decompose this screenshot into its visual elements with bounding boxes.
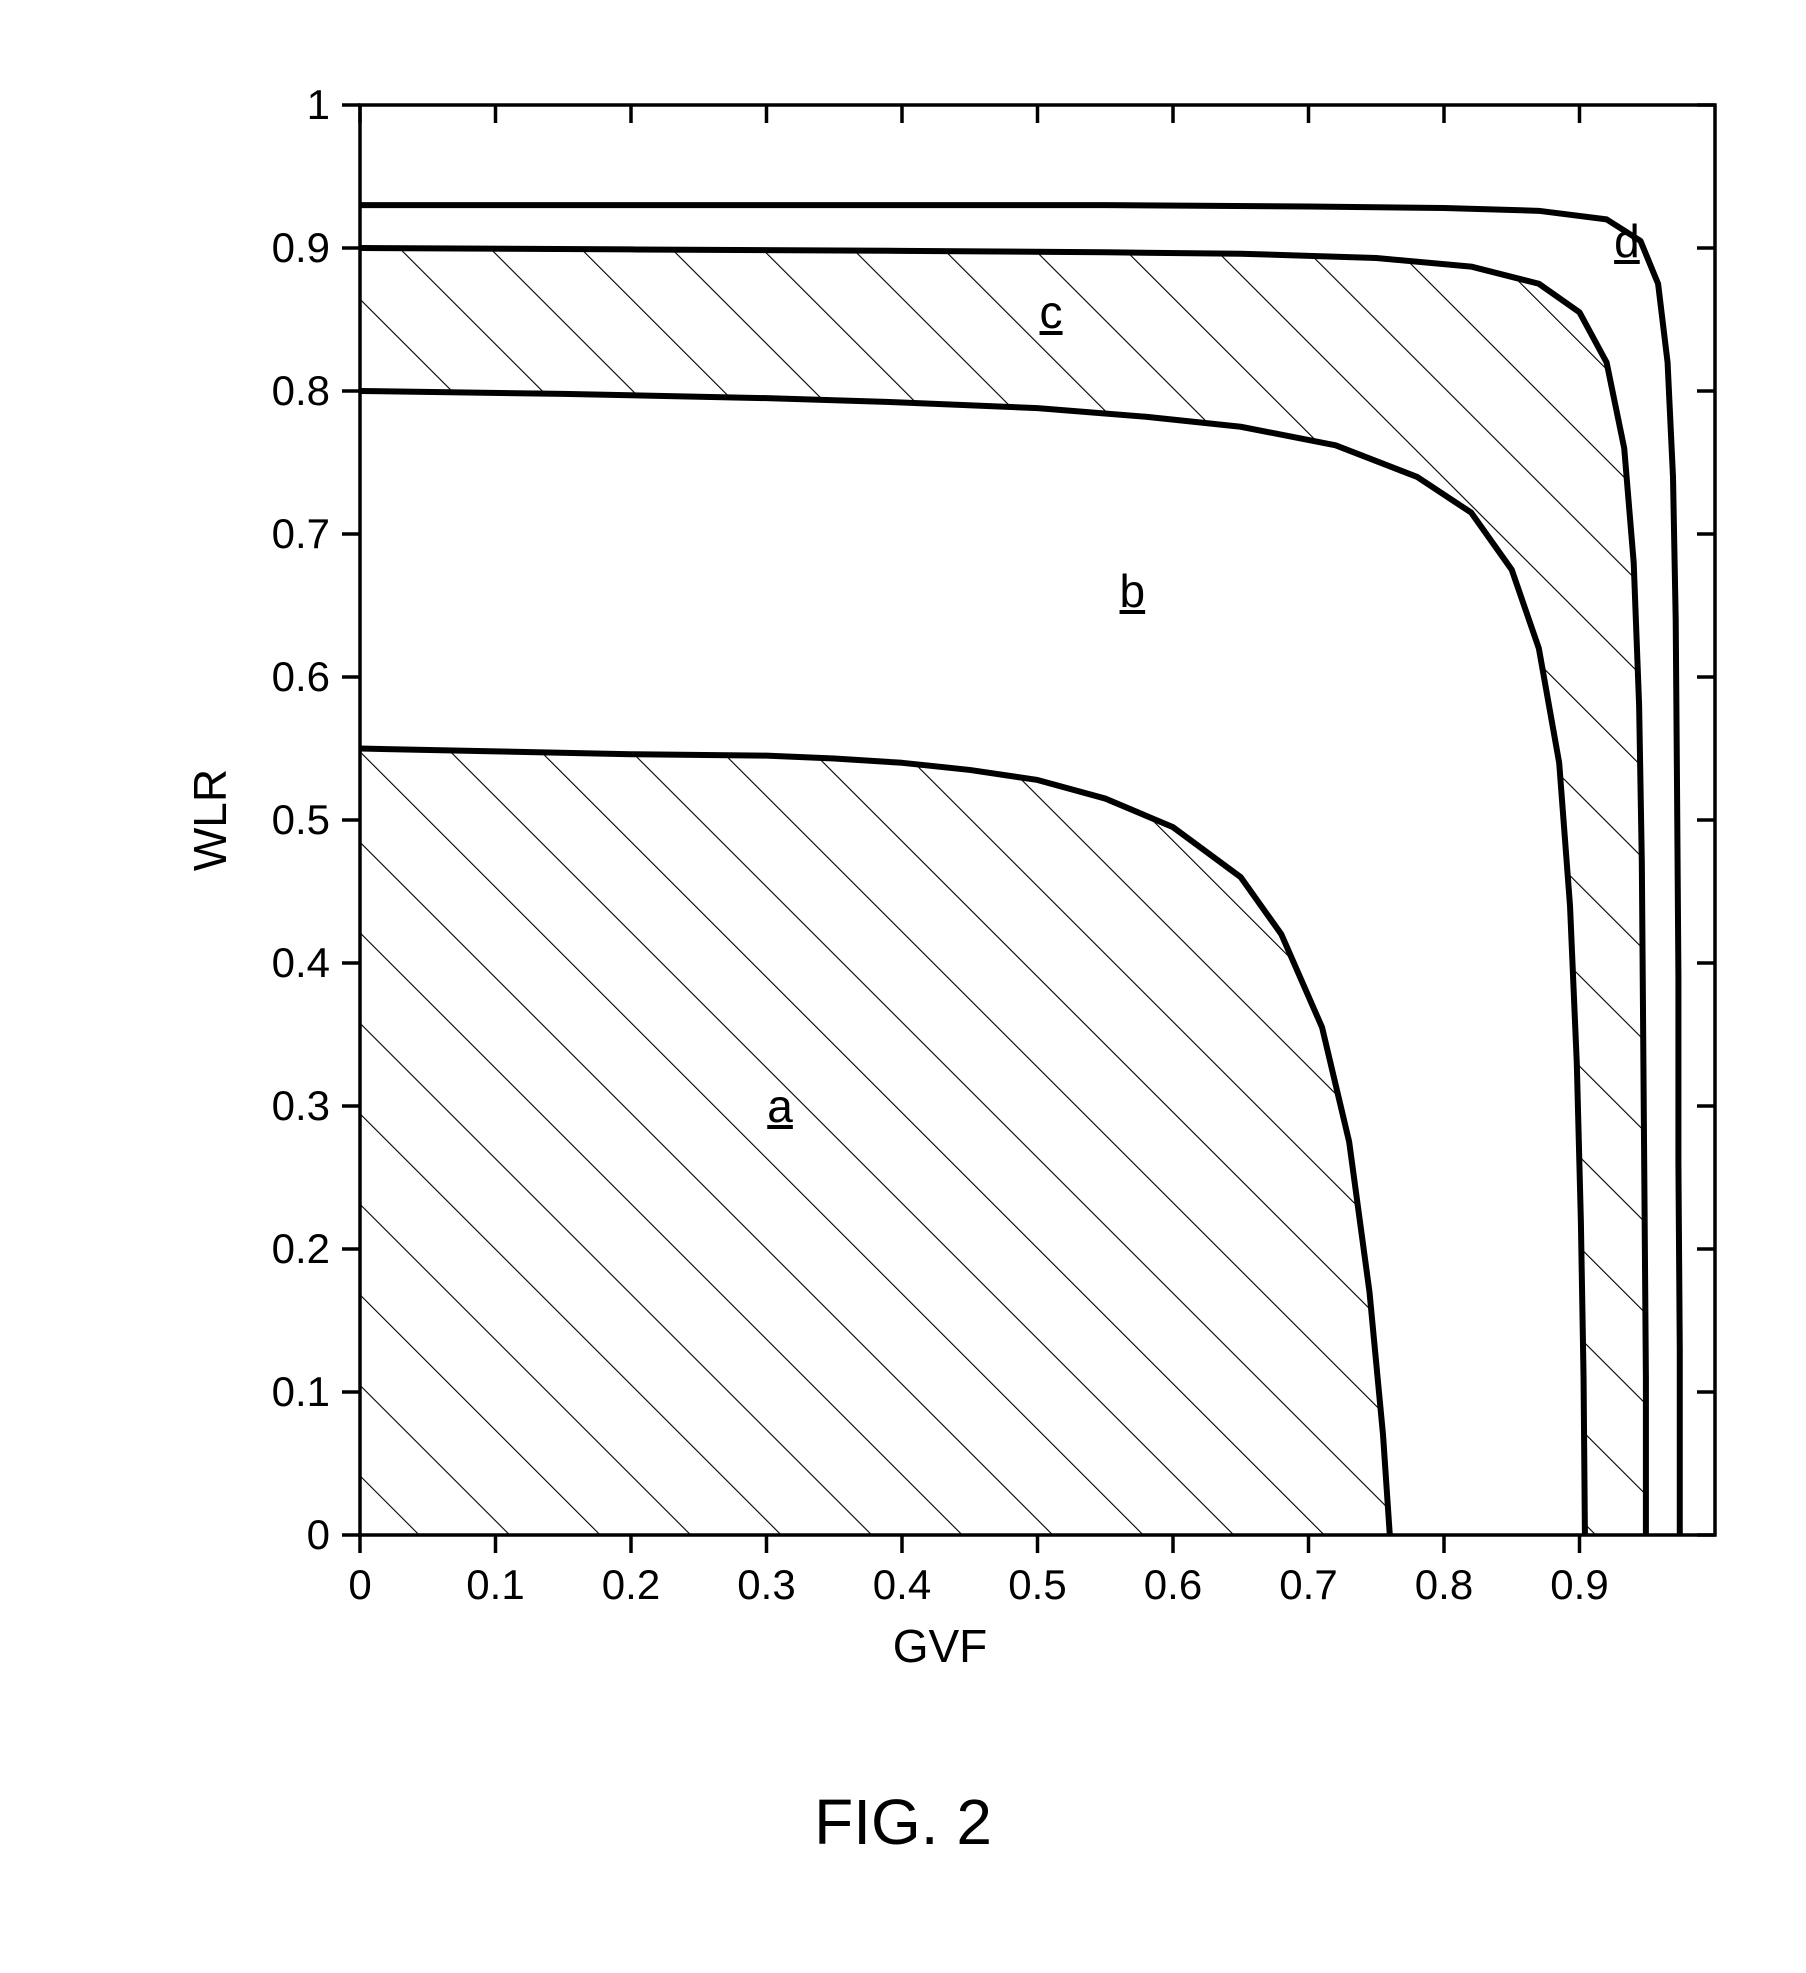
region-label-d: d <box>1614 214 1640 268</box>
x-axis-label: GVF <box>893 1619 988 1673</box>
y-tick-label: 1 <box>307 81 330 129</box>
plot-wrap: 0 0.1 0.2 0.3 0.4 0.5 0.6 0.7 0.8 0.9 0 0.1 0.2 0.3 0.… <box>160 100 1720 1660</box>
region-label-a: a <box>767 1079 793 1133</box>
x-tick-label: 0.3 <box>737 1561 795 1609</box>
x-tick-label: 0.6 <box>1144 1561 1202 1609</box>
x-tick-label: 0.2 <box>602 1561 660 1609</box>
y-tick-label: 0.1 <box>272 1368 330 1416</box>
y-tick-label: 0.5 <box>272 796 330 844</box>
y-tick-label: 0.9 <box>272 224 330 272</box>
x-tick-label: 0.4 <box>873 1561 931 1609</box>
y-axis-label: WLR <box>183 769 237 871</box>
x-tick-label: 0.7 <box>1279 1561 1337 1609</box>
x-tick-label: 0.8 <box>1415 1561 1473 1609</box>
page: 0 0.1 0.2 0.3 0.4 0.5 0.6 0.7 0.8 0.9 0 0.1 0.2 0.3 0.… <box>0 0 1806 1973</box>
region-label-c: c <box>1040 285 1063 339</box>
x-tick-label: 0.1 <box>466 1561 524 1609</box>
x-tick-label: 0.5 <box>1008 1561 1066 1609</box>
y-tick-label: 0.8 <box>272 367 330 415</box>
x-tick-label: 0.9 <box>1550 1561 1608 1609</box>
y-tick-label: 0 <box>307 1511 330 1559</box>
figure-caption: FIG. 2 <box>814 1785 992 1859</box>
x-tick-label: 0 <box>348 1561 371 1609</box>
y-tick-label: 0.4 <box>272 939 330 987</box>
y-tick-label: 0.6 <box>272 653 330 701</box>
y-tick-label: 0.7 <box>272 510 330 558</box>
region-label-b: b <box>1120 564 1146 618</box>
y-tick-label: 0.3 <box>272 1082 330 1130</box>
y-tick-label: 0.2 <box>272 1225 330 1273</box>
chart-svg <box>160 100 1720 1660</box>
